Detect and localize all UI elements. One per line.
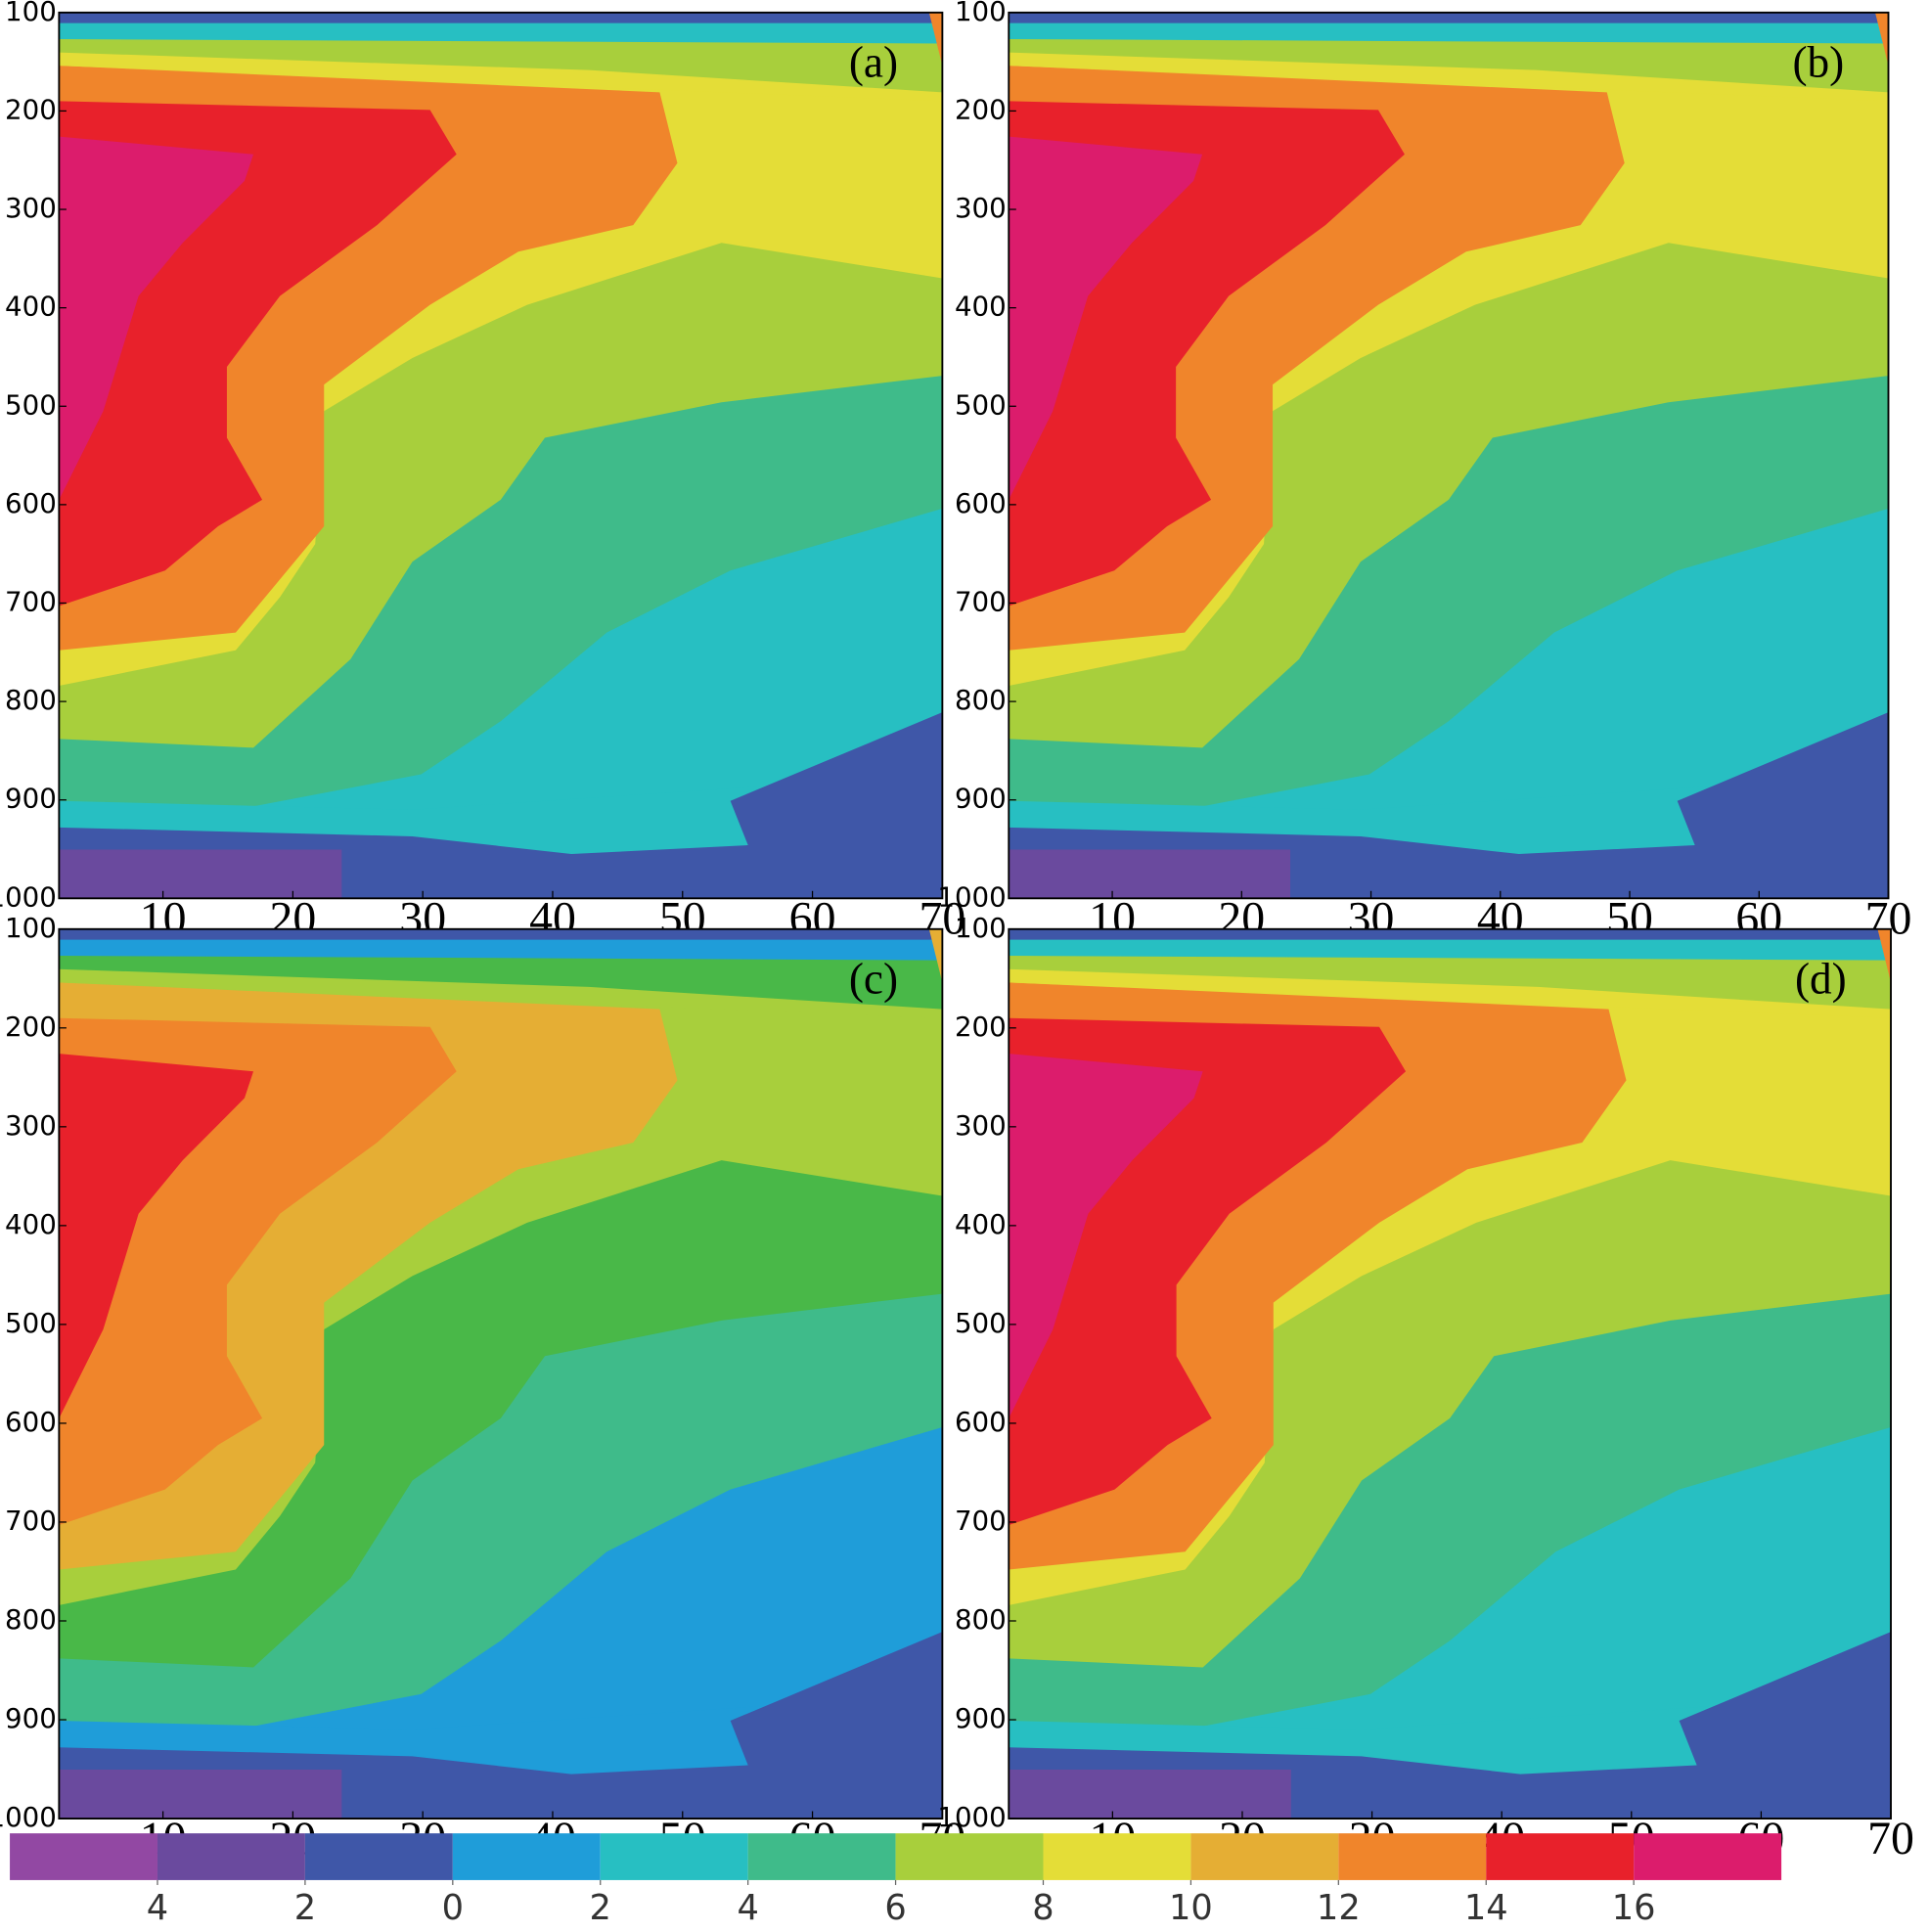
- y-tick-label: 400: [955, 1208, 1007, 1240]
- y-tick-label: 800: [955, 1603, 1007, 1636]
- y-tick-label: 100: [5, 912, 57, 944]
- contour-band: [59, 1054, 254, 1418]
- y-tick-label: 900: [955, 783, 1007, 815]
- y-tick-label: 400: [955, 291, 1007, 323]
- colorbar-segment: [1338, 1833, 1487, 1880]
- y-tick-label: 600: [5, 1406, 57, 1438]
- y-tick-label: 600: [5, 487, 57, 519]
- plot-frame: [58, 927, 944, 1820]
- colorbar-segment: [600, 1833, 748, 1880]
- y-tick-label: 900: [5, 1702, 57, 1734]
- colorbar-segment: [1043, 1833, 1191, 1880]
- colorbar-segment: [157, 1833, 305, 1880]
- colorbar-tick-label: 10: [1169, 1888, 1213, 1928]
- y-tick-label: 200: [5, 1011, 57, 1043]
- y-tick-label: 700: [5, 1505, 57, 1537]
- panel-label: (a): [849, 38, 898, 87]
- y-tick-label: 700: [955, 1505, 1007, 1537]
- y-tick-label: 600: [955, 1406, 1007, 1438]
- y-tick-label: 300: [955, 192, 1007, 224]
- y-tick-label: 1000: [937, 1801, 1006, 1833]
- y-tick-label: 100: [955, 0, 1007, 27]
- y-tick-label: 1000: [0, 880, 57, 913]
- y-tick-label: 1000: [0, 1801, 57, 1833]
- plot-frame: [1008, 11, 1890, 900]
- contour-band: [1009, 12, 1889, 23]
- contour-band: [1009, 849, 1291, 899]
- colorbar-segment: [895, 1833, 1044, 1880]
- contour-band: [1875, 12, 1889, 67]
- panel-label: (b): [1792, 38, 1844, 87]
- y-tick-label: 500: [955, 388, 1007, 421]
- y-tick-label: 400: [5, 1208, 57, 1240]
- contour-band: [1009, 1054, 1203, 1418]
- colorbar-segment: [1190, 1833, 1339, 1880]
- colorbar-segment: [304, 1833, 453, 1880]
- colorbar-segment: [10, 1833, 157, 1880]
- panel-label: (c): [849, 954, 898, 1003]
- y-tick-label: 200: [955, 1011, 1007, 1043]
- y-tick-label: 900: [5, 783, 57, 815]
- y-tick-label: 800: [5, 684, 57, 716]
- y-tick-label: 400: [5, 291, 57, 323]
- colorbar-tick-label: 12: [1317, 1888, 1361, 1928]
- y-tick-label: 500: [5, 1307, 57, 1339]
- colorbar-tick-label: 16: [1612, 1888, 1656, 1928]
- y-tick-label: 200: [955, 93, 1007, 125]
- y-tick-label: 300: [5, 1109, 57, 1142]
- contour-band: [1009, 1770, 1291, 1820]
- colorbar-tick-label: 2: [590, 1888, 611, 1928]
- panel-label: (d): [1795, 954, 1847, 1003]
- colorbar-tick-label: 2: [294, 1888, 316, 1928]
- y-tick-label: 900: [955, 1702, 1007, 1734]
- colorbar-segment: [747, 1833, 896, 1880]
- y-tick-label: 700: [5, 585, 57, 617]
- contour-band: [1877, 928, 1892, 983]
- y-tick-label: 200: [5, 93, 57, 125]
- y-tick-label: 100: [955, 912, 1007, 944]
- contour-band: [59, 928, 943, 940]
- colorbar-segment: [1486, 1833, 1635, 1880]
- contour-band: [59, 849, 342, 899]
- y-tick-label: 800: [955, 684, 1007, 716]
- y-tick-label: 300: [955, 1109, 1007, 1142]
- colorbar-segment: [452, 1833, 601, 1880]
- contour-band: [1009, 928, 1892, 940]
- y-tick-label: 100: [5, 0, 57, 27]
- y-tick-label: 700: [955, 585, 1007, 617]
- y-tick-label: 500: [955, 1307, 1007, 1339]
- x-tick-label: 70: [1867, 1813, 1914, 1865]
- contour-band: [928, 12, 943, 67]
- y-tick-label: 500: [5, 388, 57, 421]
- colorbar-tick-label: 14: [1464, 1888, 1508, 1928]
- plot-frame: [1008, 927, 1892, 1820]
- y-tick-label: 600: [955, 487, 1007, 519]
- contour-band: [59, 136, 254, 500]
- colorbar-segment: [1634, 1833, 1782, 1880]
- contour-band: [59, 1770, 342, 1820]
- y-tick-label: 300: [5, 192, 57, 224]
- colorbar-tick-label: 0: [442, 1888, 464, 1928]
- colorbar-tick-label: 4: [737, 1888, 758, 1928]
- colorbar-tick-label: 6: [884, 1888, 906, 1928]
- contour-band: [1009, 136, 1203, 500]
- colorbar-tick-label: 4: [147, 1888, 168, 1928]
- y-tick-label: 1000: [937, 880, 1006, 913]
- contour-band: [59, 12, 943, 23]
- plot-frame: [58, 11, 944, 900]
- y-tick-label: 800: [5, 1603, 57, 1636]
- colorbar-tick-label: 8: [1032, 1888, 1054, 1928]
